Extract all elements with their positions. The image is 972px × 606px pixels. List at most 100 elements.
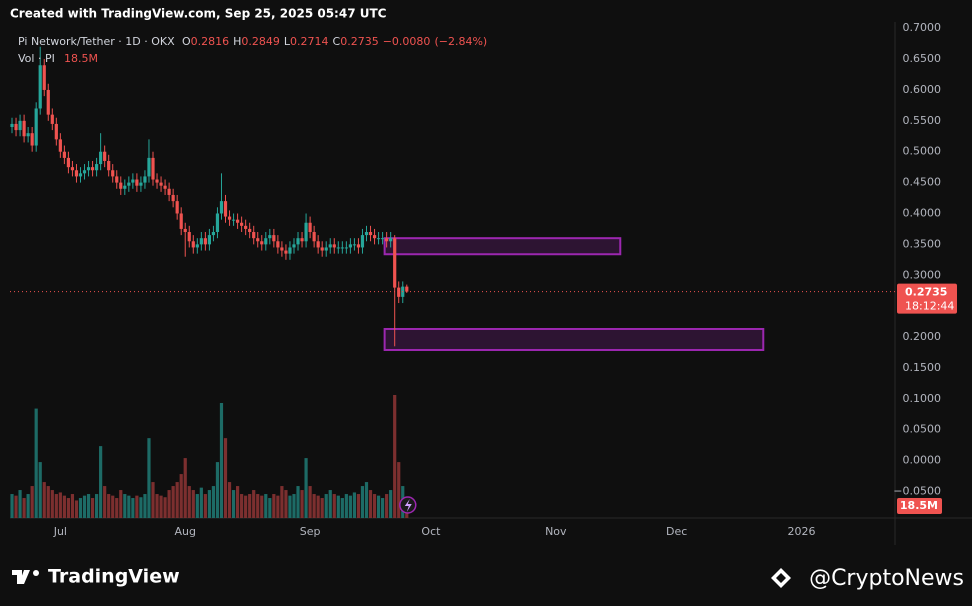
volume-bar: [62, 495, 66, 518]
y-tick-label: 0.1000: [903, 392, 942, 405]
volume-bar: [34, 408, 38, 518]
candle-body: [356, 244, 361, 248]
volume-bar: [203, 494, 207, 518]
volume-bar: [115, 498, 119, 518]
candle-body: [260, 241, 264, 245]
y-tick-label: 0.5500: [903, 114, 942, 127]
candle-body: [191, 241, 195, 248]
volume-bar: [22, 498, 26, 518]
candle-body: [344, 247, 348, 249]
candle-body: [195, 244, 199, 248]
volume-bar: [280, 486, 284, 518]
candle-body: [22, 120, 26, 137]
event-marker-icon: [404, 499, 412, 512]
volume-bar: [30, 486, 34, 518]
candle-body: [211, 232, 216, 236]
candle-body: [397, 287, 401, 297]
volume-bar: [360, 486, 365, 518]
candle-body: [127, 182, 131, 186]
candle-body: [175, 201, 179, 214]
candle-body: [50, 114, 54, 124]
volume-bar: [86, 494, 91, 518]
volume-bar: [191, 490, 195, 518]
volume-bar: [304, 458, 308, 518]
volume-bar: [58, 492, 62, 518]
y-tick-label: 0.5000: [903, 145, 942, 158]
candle-body: [151, 157, 155, 180]
volume-bar: [147, 438, 151, 518]
volume-bar: [187, 486, 191, 518]
volume-bar: [385, 494, 389, 518]
candle-body: [54, 123, 58, 140]
y-tick-label: 0.1500: [903, 361, 942, 374]
volume-bar: [139, 497, 143, 518]
volume-bar: [215, 462, 220, 518]
volume-bar: [163, 497, 167, 518]
candle-body: [119, 182, 123, 189]
candle-body: [131, 179, 135, 183]
x-tick-label: Sep: [300, 525, 321, 538]
candle-body: [159, 182, 163, 186]
volume-badge: [897, 498, 942, 514]
candle-body: [103, 151, 107, 161]
candle-body: [231, 219, 236, 221]
x-tick-label: Nov: [545, 525, 567, 538]
volume-bar: [78, 498, 83, 518]
ohlc-prefix: L: [284, 35, 291, 48]
volume-bar: [74, 500, 79, 518]
candle-body: [207, 235, 211, 245]
watermark-text: @CryptoNews: [809, 566, 964, 591]
candle-body: [235, 219, 240, 223]
countdown: 18:12:44: [905, 300, 954, 313]
volume-bar: [211, 486, 216, 518]
legend-header: Pi Network/Tether · 1D · OKX O0.2816 H0.28…: [18, 35, 487, 48]
candle-body: [90, 167, 95, 171]
candle-body: [147, 157, 151, 177]
volume-bar: [14, 495, 18, 518]
y-tick-label: 0.6500: [903, 52, 942, 65]
volume-bar: [111, 495, 115, 518]
candle-body: [86, 167, 91, 171]
volume-bar: [320, 498, 324, 518]
candle-body: [304, 222, 308, 242]
volume-bar: [54, 494, 58, 518]
volume-bar: [364, 482, 369, 518]
volume-bar: [66, 498, 71, 518]
candle-body: [143, 176, 147, 183]
y-tick-label: 0.7000: [903, 21, 942, 34]
volume-bar: [264, 494, 268, 518]
y-tick-label: −0.0500: [893, 484, 941, 497]
volume-bar: [296, 486, 300, 518]
candle-body: [14, 123, 18, 131]
candle-body: [372, 235, 377, 239]
volume-bar: [397, 462, 401, 518]
candle-body: [252, 232, 256, 239]
candle-body: [352, 244, 357, 246]
volume-bar: [38, 462, 42, 518]
candle-body: [348, 244, 352, 248]
volume-bar: [171, 486, 175, 518]
candle-body: [300, 238, 304, 242]
candle-body: [34, 108, 38, 146]
y-tick-label: 0.3000: [903, 268, 942, 281]
volume-bar: [135, 495, 139, 518]
volume-bar: [199, 487, 203, 518]
candle-body: [155, 179, 159, 183]
candle-body: [179, 213, 183, 229]
candle-body: [393, 238, 397, 288]
watermark-icon: [771, 568, 791, 588]
candle-body: [385, 238, 389, 242]
x-tick-label: 2026: [788, 525, 816, 538]
candle-body: [272, 235, 276, 242]
candle-body: [284, 250, 288, 254]
y-tick-label: 0.3500: [903, 237, 942, 250]
volume-bar: [252, 490, 256, 518]
volume-bar: [183, 458, 187, 518]
candle-body: [66, 157, 71, 168]
volume-legend-value: 18.5M: [64, 52, 98, 65]
ohlc-prefix: C: [333, 35, 341, 48]
volume-bar: [381, 498, 385, 518]
candle-body: [187, 232, 191, 242]
x-tick-label: Oct: [421, 525, 441, 538]
